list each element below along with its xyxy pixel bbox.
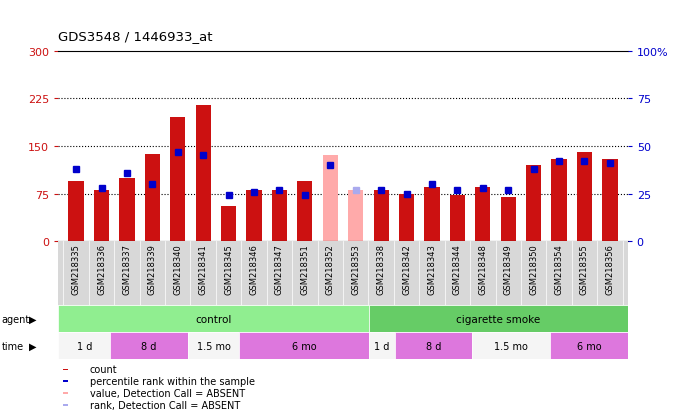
Text: ▶: ▶ [29,314,36,324]
Text: GSM218348: GSM218348 [478,244,487,294]
Text: GDS3548 / 1446933_at: GDS3548 / 1446933_at [58,31,213,43]
Text: GSM218347: GSM218347 [275,244,284,294]
FancyBboxPatch shape [550,332,628,359]
Text: GSM218335: GSM218335 [71,244,80,294]
Text: GSM218345: GSM218345 [224,244,233,294]
Bar [552,159,567,242]
Bar [221,207,236,242]
Text: 6 mo: 6 mo [292,341,316,351]
Text: GSM218342: GSM218342 [402,244,411,294]
Text: value, Detection Call = ABSENT: value, Detection Call = ABSENT [89,388,245,398]
Text: 8 d: 8 d [141,341,156,351]
FancyBboxPatch shape [239,332,369,359]
Bar [170,118,185,242]
Bar [196,105,211,242]
Bar [322,156,338,242]
Bar [602,159,617,242]
Bar [63,369,69,370]
FancyBboxPatch shape [394,332,473,359]
Text: GSM218350: GSM218350 [529,244,538,294]
FancyBboxPatch shape [188,332,239,359]
Bar [272,191,287,242]
FancyBboxPatch shape [58,306,369,332]
Text: GSM218343: GSM218343 [427,244,436,294]
Text: time: time [1,341,23,351]
Text: GSM218339: GSM218339 [148,244,157,294]
Text: GSM218356: GSM218356 [606,244,615,294]
Bar [348,191,364,242]
Text: GSM218336: GSM218336 [97,244,106,294]
Text: GSM218337: GSM218337 [122,244,132,294]
Bar [450,196,465,242]
Bar [94,191,109,242]
Bar [145,154,160,242]
FancyBboxPatch shape [369,332,394,359]
Text: 1 d: 1 d [77,341,92,351]
Text: GSM218355: GSM218355 [580,244,589,294]
Bar [69,181,84,242]
Text: GSM218354: GSM218354 [554,244,564,294]
Bar [297,181,313,242]
Text: 1.5 mo: 1.5 mo [197,341,230,351]
Bar [63,404,69,406]
Text: 1 d: 1 d [374,341,390,351]
Bar [373,191,389,242]
Bar [63,380,69,382]
Text: GSM218338: GSM218338 [377,244,386,294]
FancyBboxPatch shape [58,332,110,359]
FancyBboxPatch shape [369,306,628,332]
Bar [501,197,516,242]
Text: agent: agent [1,314,29,324]
Bar [246,191,261,242]
Text: cigarette smoke: cigarette smoke [456,314,541,324]
Text: rank, Detection Call = ABSENT: rank, Detection Call = ABSENT [89,400,240,410]
FancyBboxPatch shape [473,332,550,359]
Bar [119,178,134,242]
Bar [577,153,592,242]
Bar [526,166,541,242]
Text: GSM218344: GSM218344 [453,244,462,294]
Bar [63,392,69,394]
Text: GSM218352: GSM218352 [326,244,335,294]
Text: GSM218346: GSM218346 [250,244,259,294]
Text: GSM218341: GSM218341 [199,244,208,294]
Text: 6 mo: 6 mo [576,341,601,351]
FancyBboxPatch shape [110,332,188,359]
Text: percentile rank within the sample: percentile rank within the sample [89,376,255,386]
Text: count: count [89,364,117,375]
Text: 8 d: 8 d [426,341,441,351]
Text: control: control [196,314,232,324]
Bar [475,188,490,242]
Text: GSM218353: GSM218353 [351,244,360,294]
Text: 1.5 mo: 1.5 mo [495,341,528,351]
Text: ▶: ▶ [29,341,36,351]
Text: GSM218349: GSM218349 [504,244,512,294]
Text: GSM218351: GSM218351 [300,244,309,294]
Bar [399,194,414,242]
Bar [425,188,440,242]
Text: GSM218340: GSM218340 [174,244,182,294]
